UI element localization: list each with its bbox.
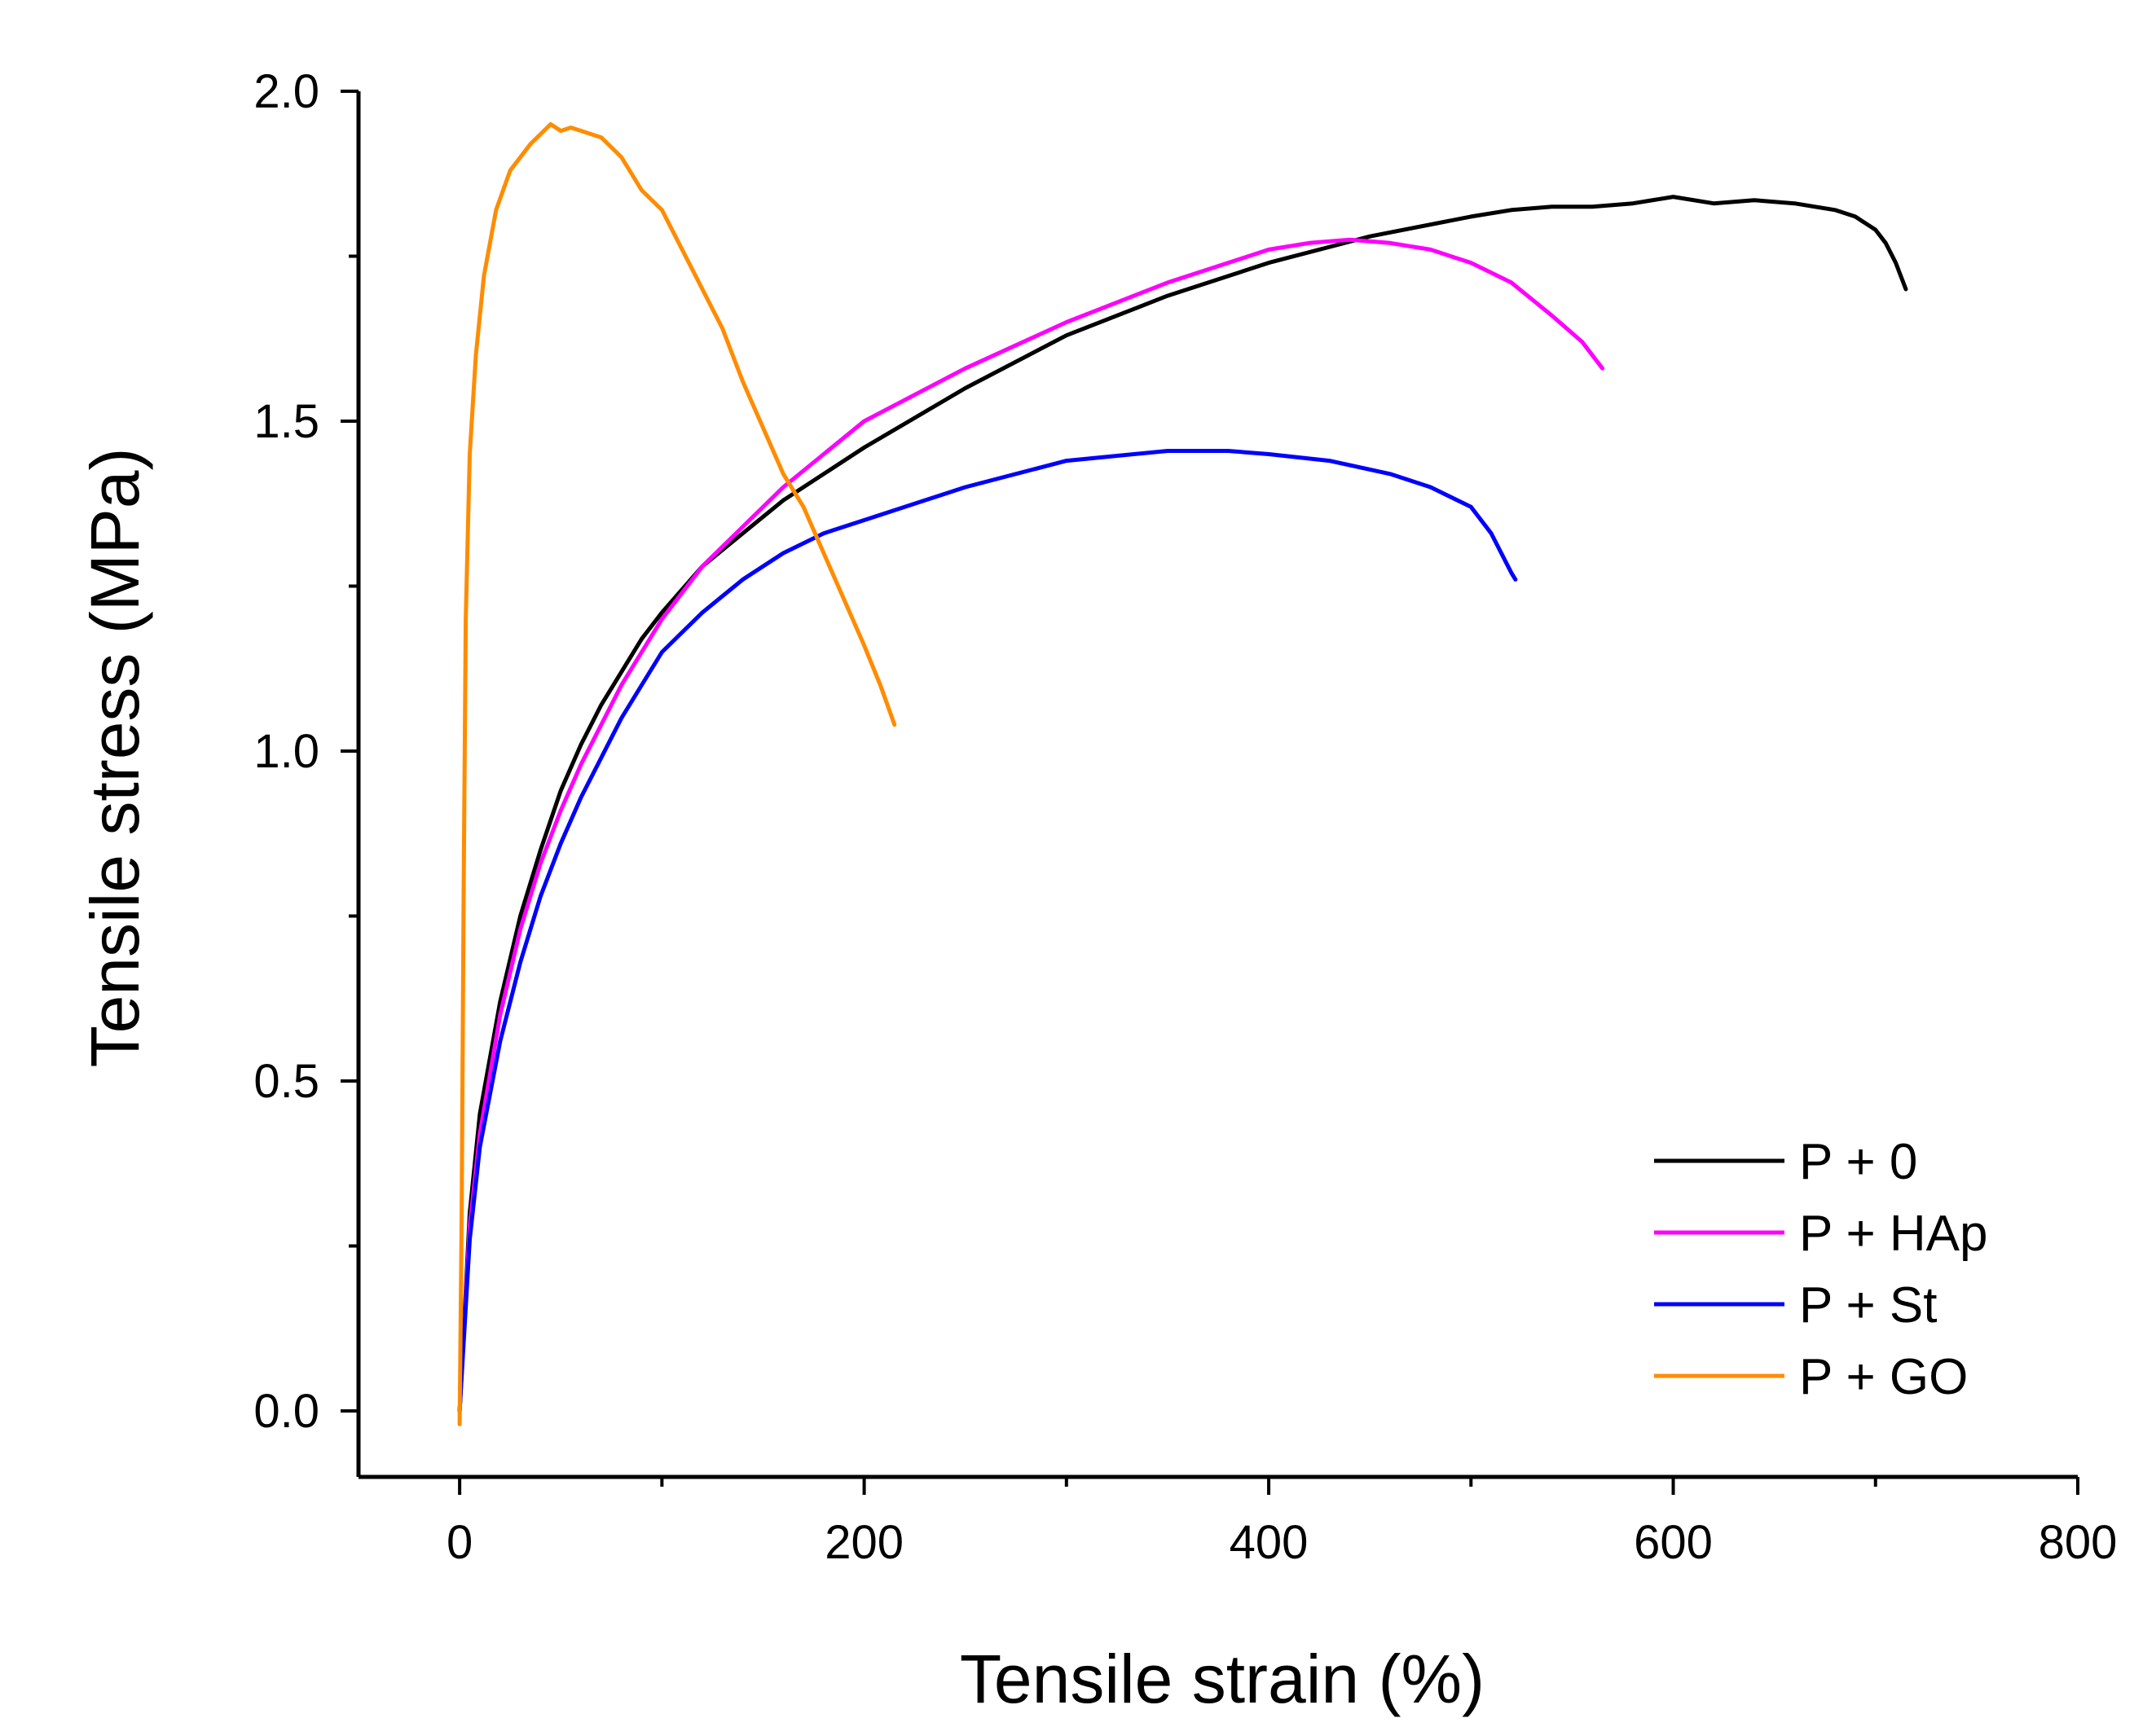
x-tick-label: 600: [1634, 1516, 1713, 1569]
series-line-2: [457, 449, 1518, 1413]
legend-label-3: P + GO: [1799, 1349, 1968, 1405]
series-line-0: [457, 195, 1908, 1413]
y-tick-label: 0.5: [253, 1055, 319, 1108]
tick-layer: 0 200 400 600 800 0.0 0.5 1.0 1.5 2.0: [253, 65, 2117, 1569]
series-line-1: [457, 237, 1605, 1413]
y-axis-title: Tensile stress (MPa): [77, 448, 153, 1068]
series-layer: [457, 122, 1908, 1426]
y-tick-label: 2.0: [253, 65, 319, 118]
y-tick-label: 1.0: [253, 725, 319, 778]
x-tick-label: 0: [447, 1516, 473, 1569]
x-tick-label: 400: [1230, 1516, 1309, 1569]
legend: P + 0 P + HAp P + St P + GO: [1654, 1134, 1988, 1405]
x-tick-label: 200: [825, 1516, 904, 1569]
series-line-3: [457, 122, 897, 1426]
x-tick-label: 800: [2039, 1516, 2118, 1569]
legend-label-0: P + 0: [1799, 1134, 1917, 1190]
x-axis-title: Tensile strain (%): [960, 1641, 1485, 1717]
y-tick-label: 1.5: [253, 395, 319, 448]
legend-label-2: P + St: [1799, 1277, 1937, 1334]
legend-label-1: P + HAp: [1799, 1206, 1988, 1262]
y-tick-label: 0.0: [253, 1385, 319, 1438]
